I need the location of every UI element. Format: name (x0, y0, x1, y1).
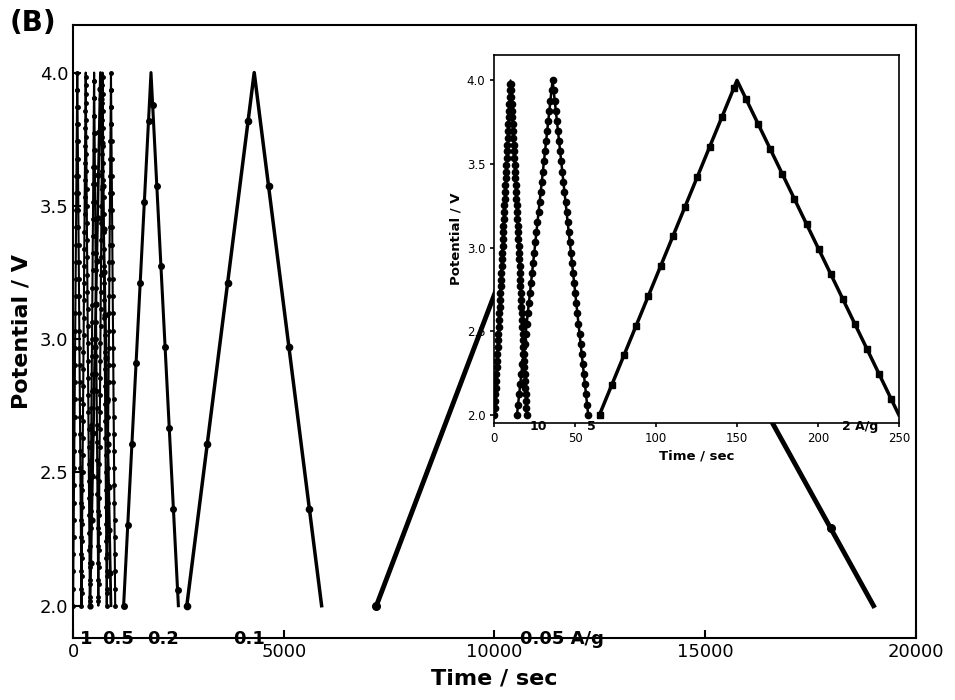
Text: 0.1: 0.1 (233, 630, 265, 648)
Text: 0.05 A/g: 0.05 A/g (520, 630, 604, 648)
X-axis label: Time / sec: Time / sec (431, 669, 558, 689)
Text: (B): (B) (10, 9, 56, 37)
Text: 0.2: 0.2 (147, 630, 179, 648)
Y-axis label: Potential / V: Potential / V (11, 253, 32, 409)
Text: 1: 1 (80, 630, 93, 648)
Text: 0.5: 0.5 (102, 630, 135, 648)
